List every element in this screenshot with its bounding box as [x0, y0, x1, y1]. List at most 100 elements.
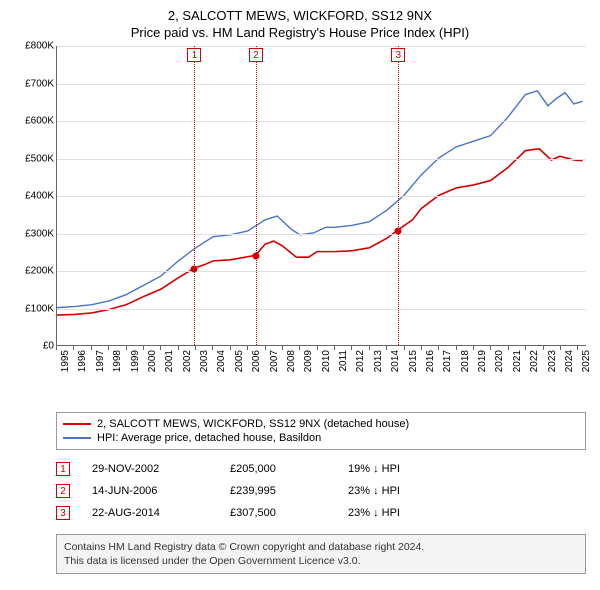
x-tick	[299, 346, 300, 350]
x-tick	[369, 346, 370, 350]
transaction-row: 1 29-NOV-2002 £205,000 19% ↓ HPI	[56, 458, 586, 480]
marker-dot	[191, 266, 198, 273]
x-tick-label: 2004	[216, 350, 227, 372]
transaction-date: 14-JUN-2006	[92, 485, 222, 497]
x-tick	[456, 346, 457, 350]
chart-title-subtitle: Price paid vs. HM Land Registry's House …	[12, 25, 588, 40]
x-tick-label: 2005	[234, 350, 245, 372]
plot-area: 123	[56, 46, 586, 346]
marker-vline	[194, 46, 195, 345]
marker-vline	[256, 46, 257, 345]
marker-vline	[398, 46, 399, 345]
transaction-price: £239,995	[230, 485, 340, 497]
x-tick	[265, 346, 266, 350]
x-tick	[282, 346, 283, 350]
y-tick-label: £400K	[25, 191, 54, 202]
gridline-h	[57, 234, 586, 235]
series-hpi	[57, 91, 583, 308]
x-tick-label: 2012	[355, 350, 366, 372]
x-tick	[108, 346, 109, 350]
x-tick-label: 2003	[199, 350, 210, 372]
legend-item: HPI: Average price, detached house, Basi…	[63, 431, 579, 445]
x-tick-label: 2002	[182, 350, 193, 372]
footer-line-2: This data is licensed under the Open Gov…	[64, 554, 578, 568]
x-tick	[178, 346, 179, 350]
transaction-price: £205,000	[230, 463, 340, 475]
x-tick	[73, 346, 74, 350]
legend-swatch	[63, 437, 91, 439]
x-tick	[212, 346, 213, 350]
gridline-h	[57, 196, 586, 197]
y-tick-label: £500K	[25, 153, 54, 164]
x-tick-label: 2016	[425, 350, 436, 372]
x-tick	[525, 346, 526, 350]
chart-titles: 2, SALCOTT MEWS, WICKFORD, SS12 9NX Pric…	[12, 8, 588, 40]
transaction-number-box: 3	[56, 506, 70, 520]
chart-area: £0£100K£200K£300K£400K£500K£600K£700K£80…	[12, 46, 588, 376]
transaction-row: 2 14-JUN-2006 £239,995 23% ↓ HPI	[56, 480, 586, 502]
x-tick	[421, 346, 422, 350]
transaction-delta: 19% ↓ HPI	[348, 463, 458, 475]
y-tick-label: £700K	[25, 78, 54, 89]
x-tick	[351, 346, 352, 350]
footer-line-1: Contains HM Land Registry data © Crown c…	[64, 540, 578, 554]
x-tick	[195, 346, 196, 350]
legend-item: 2, SALCOTT MEWS, WICKFORD, SS12 9NX (det…	[63, 417, 579, 431]
x-tick-label: 2007	[269, 350, 280, 372]
transaction-date: 29-NOV-2002	[92, 463, 222, 475]
x-tick	[543, 346, 544, 350]
y-tick-label: £100K	[25, 303, 54, 314]
x-tick	[91, 346, 92, 350]
marker-number-box: 2	[249, 48, 263, 62]
x-tick	[56, 346, 57, 350]
chart-title-address: 2, SALCOTT MEWS, WICKFORD, SS12 9NX	[12, 8, 588, 23]
x-tick-label: 2024	[564, 350, 575, 372]
x-tick-label: 2025	[581, 350, 592, 372]
x-tick-label: 2022	[529, 350, 540, 372]
x-tick-label: 1999	[130, 350, 141, 372]
x-tick-label: 2020	[494, 350, 505, 372]
y-tick-label: £600K	[25, 116, 54, 127]
transaction-number-box: 1	[56, 462, 70, 476]
x-tick-label: 2021	[512, 350, 523, 372]
x-tick	[143, 346, 144, 350]
y-tick-label: £800K	[25, 41, 54, 52]
x-tick	[560, 346, 561, 350]
x-tick	[386, 346, 387, 350]
marker-dot	[395, 227, 402, 234]
gridline-h	[57, 84, 586, 85]
x-tick-label: 2006	[251, 350, 262, 372]
x-tick-label: 2023	[547, 350, 558, 372]
transaction-row: 322-AUG-2014£307,50023% ↓ HPI	[56, 502, 586, 524]
x-tick-label: 1998	[112, 350, 123, 372]
transaction-price: £307,500	[230, 507, 340, 519]
legend-label: 2, SALCOTT MEWS, WICKFORD, SS12 9NX (det…	[97, 418, 409, 430]
marker-dot	[252, 253, 259, 260]
x-tick-label: 2015	[408, 350, 419, 372]
x-tick	[160, 346, 161, 350]
x-axis-labels: 1995199619971998199920002001200220032004…	[56, 348, 586, 376]
chart-footer: Contains HM Land Registry data © Crown c…	[56, 534, 586, 574]
transaction-date: 22-AUG-2014	[92, 507, 222, 519]
x-tick	[247, 346, 248, 350]
x-tick	[334, 346, 335, 350]
legend-label: HPI: Average price, detached house, Basi…	[97, 432, 321, 444]
x-tick	[577, 346, 578, 350]
transaction-number-box: 2	[56, 484, 70, 498]
x-tick	[404, 346, 405, 350]
chart-legend: 2, SALCOTT MEWS, WICKFORD, SS12 9NX (det…	[56, 412, 586, 450]
transactions-table: 1 29-NOV-2002 £205,000 19% ↓ HPI 2 14-JUN-200…	[56, 458, 586, 524]
x-tick-label: 2014	[390, 350, 401, 372]
gridline-h	[57, 46, 586, 47]
x-tick-label: 2001	[164, 350, 175, 372]
x-tick	[508, 346, 509, 350]
x-tick-label: 2000	[147, 350, 158, 372]
transaction-delta: 23% ↓ HPI	[348, 485, 458, 497]
x-tick-label: 1995	[60, 350, 71, 372]
x-tick	[126, 346, 127, 350]
x-tick	[473, 346, 474, 350]
x-tick-label: 2010	[321, 350, 332, 372]
y-tick-label: £200K	[25, 266, 54, 277]
x-tick-label: 2017	[442, 350, 453, 372]
gridline-h	[57, 159, 586, 160]
